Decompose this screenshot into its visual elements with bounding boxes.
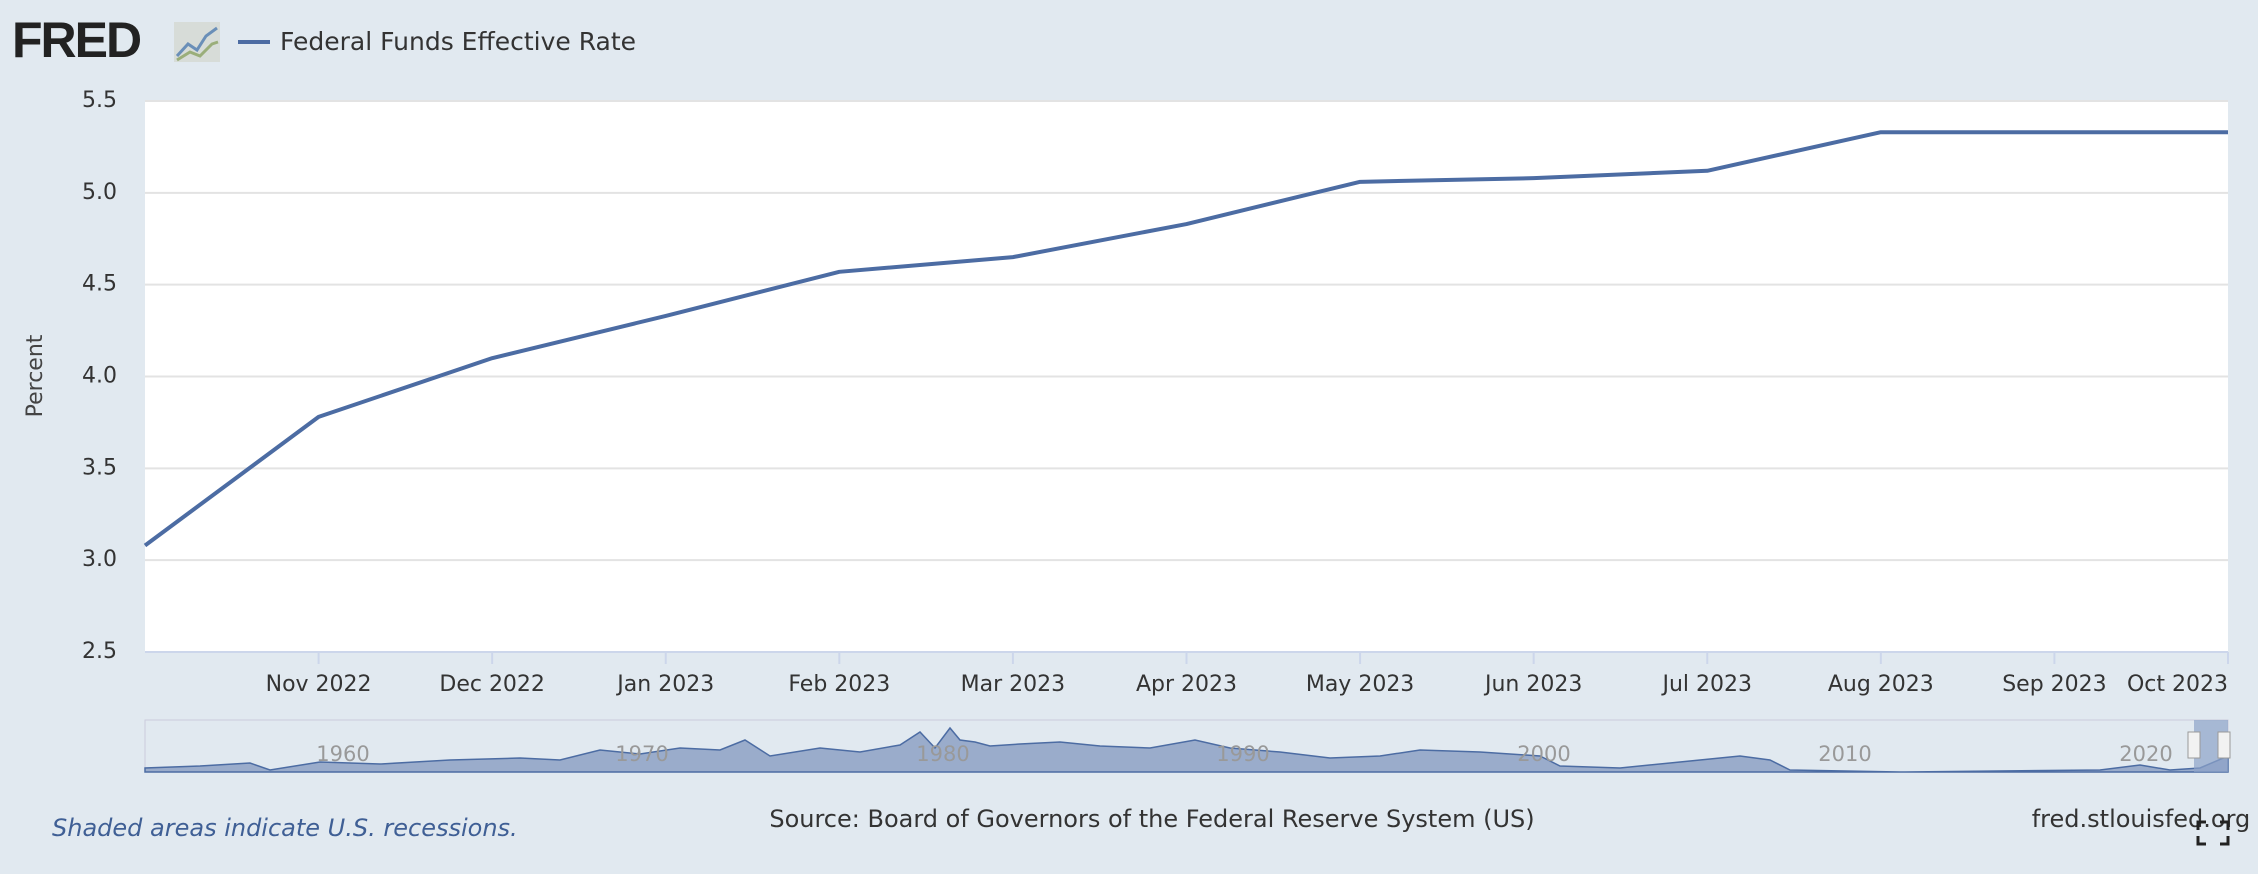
navigator-label: 1960: [316, 742, 369, 766]
x-tick-label: Nov 2022: [266, 672, 372, 697]
x-tick-label: Aug 2023: [1828, 672, 1934, 697]
navigator-label: 2010: [1818, 742, 1871, 766]
y-axis-label: Percent: [23, 334, 48, 417]
y-tick-label: 5.0: [82, 180, 117, 205]
x-tick-label: Jan 2023: [615, 672, 714, 697]
navigator-label: 1990: [1216, 742, 1269, 766]
y-tick-label: 5.5: [82, 88, 117, 113]
navigator-label: 1970: [615, 742, 668, 766]
x-tick-label: Dec 2022: [439, 672, 545, 697]
navigator-label: 1980: [916, 742, 969, 766]
recession-note: Shaded areas indicate U.S. recessions.: [52, 814, 518, 842]
brand-logo[interactable]: FRED: [12, 12, 143, 68]
x-tick-label: Sep 2023: [2002, 672, 2106, 697]
logo-icon: [174, 22, 220, 62]
source: Source: Board of Governors of the Federa…: [769, 805, 1534, 833]
fullscreen-icon[interactable]: [2196, 820, 2230, 846]
y-tick-label: 4.5: [82, 272, 117, 297]
navigator-label: 2000: [1517, 742, 1570, 766]
y-tick-label: 3.5: [82, 455, 117, 480]
data-line: [143, 130, 2228, 548]
x-tick-label: Jul 2023: [1660, 672, 1752, 697]
x-tick-label: Apr 2023: [1136, 672, 1237, 697]
navigator-handle[interactable]: [2187, 731, 2201, 759]
y-tick-label: 2.5: [82, 639, 117, 664]
y-tick-label: 4.0: [82, 364, 117, 389]
navigator-label: 2020: [2119, 742, 2172, 766]
x-tick-label: May 2023: [1306, 672, 1414, 697]
x-tick-label: Feb 2023: [788, 672, 890, 697]
navigator-area: [144, 726, 2229, 773]
navigator: 1960 1970 1980 1990 2000 2010 2020: [144, 719, 2231, 773]
x-tick-label: Mar 2023: [961, 672, 1066, 697]
y-tick-label: 3.0: [82, 547, 117, 572]
legend-label[interactable]: Federal Funds Effective Rate: [280, 27, 636, 56]
site-link[interactable]: fred.stlouisfed.org: [2032, 805, 2251, 833]
x-tick-label: Oct 2023: [2127, 672, 2228, 697]
navigator-handle[interactable]: [2217, 731, 2231, 759]
x-tick-label: Jun 2023: [1483, 672, 1582, 697]
